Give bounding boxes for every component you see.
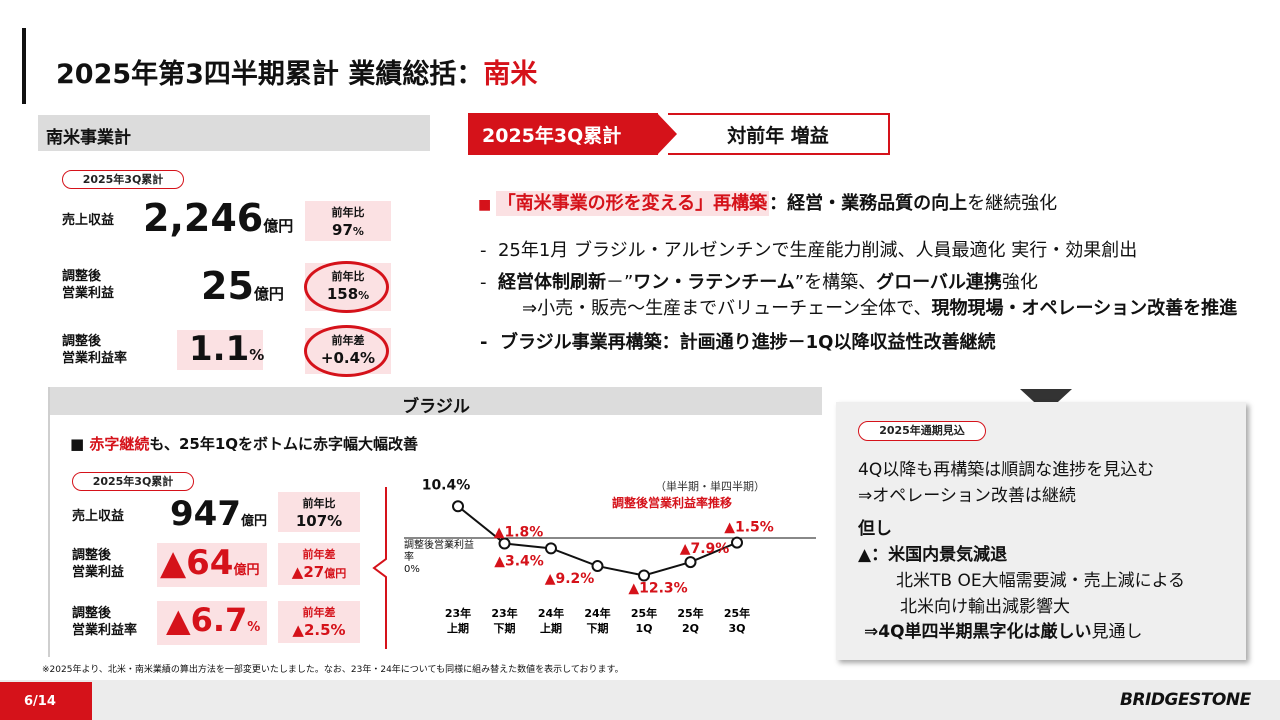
data-label: ▲1.5% <box>724 520 774 536</box>
forecast-line-1: 4Q以降も再構築は順調な進捗を見込む <box>858 460 1155 480</box>
br-sales-yoy: 前年比 107% <box>278 492 360 532</box>
data-point <box>545 542 557 555</box>
sa-op-value: 25億円 <box>201 264 284 308</box>
sa-margin-yoy-ring <box>304 325 389 377</box>
br-op-value: ▲64億円 <box>160 543 260 583</box>
brazil-bracket <box>372 487 387 649</box>
data-label: ▲9.2% <box>545 571 595 587</box>
chart-note: （単半期・単四半期） <box>655 480 765 493</box>
data-label: ▲1.8% <box>494 524 544 540</box>
br-op-yoy: 前年差 ▲27億円 <box>278 543 360 585</box>
bullet-2-sub: ⇒小売・販売～生産までバリューチェーン全体で、現物現場・オペレーション改善を推進 <box>522 298 1238 319</box>
br-margin-label: 調整後 営業利益率 <box>72 606 138 638</box>
main-bullet: ■ 「南米事業の形を変える」再構築 ：経営・業務品質の向上を継続強化 <box>478 191 1058 216</box>
brazil-section-header: ブラジル <box>50 387 822 417</box>
footnote: ※2025年より、北米・南米業績の算出方法を一部変更いたしました。なお、23年・… <box>42 665 624 675</box>
br-op-bg <box>157 543 267 587</box>
page-number: 6/14 <box>0 682 92 720</box>
x-tick-label: 上期 <box>447 621 469 635</box>
forecast-arrow <box>1020 389 1072 413</box>
sa-op-label: 調整後 営業利益 <box>62 269 115 301</box>
sa-sales-value: 2,246億円 <box>143 196 294 240</box>
sa-margin-label: 調整後 営業利益率 <box>62 334 128 366</box>
forecast-line-3: 但し <box>858 519 892 539</box>
sa-sales-label: 売上収益 <box>62 213 115 228</box>
br-margin-value: ▲6.7% <box>166 601 261 639</box>
period-badge: 2025年3Q累計 <box>468 113 658 155</box>
bullet-3: - ブラジル事業再構築：計画通り進捗－1Q以降収益性改善継続 <box>480 332 996 353</box>
sa-sales-yoy: 前年比 97% <box>305 201 391 241</box>
sa-section-header: 南米事業計 <box>38 115 430 151</box>
br-margin-yoy: 前年差 ▲2.5% <box>278 601 360 643</box>
forecast-box <box>836 402 1246 660</box>
data-label: ▲3.4% <box>494 553 544 569</box>
chart-title: 調整後営業利益率推移 <box>612 496 733 510</box>
data-label: ▲7.9% <box>680 541 730 557</box>
sa-margin-yoy: 前年差 +0.4% <box>320 334 376 367</box>
brazil-frame-line <box>48 387 50 657</box>
x-tick-label: 3Q <box>728 622 745 635</box>
x-tick-label: 23年 <box>491 606 517 620</box>
forecast-line-2: ⇒オペレーション改善は継続 <box>858 486 1076 506</box>
period-badge-arrow <box>657 113 677 155</box>
brand-logo: BRIDGESTONE <box>1120 690 1251 710</box>
x-tick-label: 25年 <box>724 606 750 620</box>
x-tick-label: 2Q <box>682 622 699 635</box>
title-accent-bar <box>22 28 26 104</box>
x-tick-label: 24年 <box>538 606 564 620</box>
forecast-line-6: 北米向け輸出減影響大 <box>900 597 1070 617</box>
forecast-line-7: ⇒4Q単四半期黒字化は厳しい見通し <box>864 622 1143 642</box>
page-title: 2025年第3四半期累計 業績総括：南米 <box>56 59 538 90</box>
x-tick-label: 25年 <box>631 606 657 620</box>
data-point <box>591 560 604 573</box>
data-point <box>452 500 464 513</box>
x-tick-label: 25年 <box>677 606 703 620</box>
br-op-label: 調整後 営業利益 <box>72 548 125 580</box>
forecast-pill: 2025年通期見込 <box>858 421 986 441</box>
br-margin-bg <box>157 601 267 645</box>
bullet-2: - 経営体制刷新－”ワン・ラテンチーム”を構築、グローバル連携強化 <box>480 272 1038 293</box>
x-tick-label: 上期 <box>540 621 562 635</box>
data-point <box>498 537 511 550</box>
bullet-1: - 25年1月 ブラジル・アルゼンチンで生産能力削減、人員最適化 実行・効果創出 <box>480 240 1138 261</box>
sa-margin-bg <box>177 330 263 370</box>
data-point <box>684 556 697 569</box>
x-tick-label: 下期 <box>494 621 516 635</box>
x-tick-label: 24年 <box>584 606 610 620</box>
line-chart: 10.4%▲1.8%▲3.4%▲9.2%▲12.3%▲7.9%▲1.5%23年上… <box>404 477 816 635</box>
sa-period-pill: 2025年3Q累計 <box>62 170 184 189</box>
br-sales-value: 947億円 <box>170 494 267 534</box>
data-point <box>731 536 743 549</box>
br-sales-label: 売上収益 <box>72 509 125 524</box>
x-tick-label: 1Q <box>635 622 652 635</box>
result-badge: 対前年 増益 <box>668 113 890 155</box>
x-tick-label: 下期 <box>587 621 609 635</box>
x-tick-label: 23年 <box>445 606 471 620</box>
sa-margin-value: 1.1% <box>189 329 265 369</box>
brazil-headline: ■ 赤字継続も、25年1Qをボトムに赤字幅大幅改善 <box>70 435 419 453</box>
footer-bar <box>0 680 1280 720</box>
sa-op-yoy: 前年比 158% <box>326 270 370 303</box>
sa-op-yoy-ring <box>304 261 389 313</box>
forecast-line-5: 北米TB OE大幅需要減・売上減による <box>896 571 1186 591</box>
data-label: 10.4% <box>422 477 471 493</box>
data-point <box>638 569 650 582</box>
chart-axis-label: 調整後営業利益率 0% <box>404 540 474 575</box>
data-label: ▲12.3% <box>628 581 687 597</box>
brazil-period-pill: 2025年3Q累計 <box>72 472 194 491</box>
forecast-line-4: ▲：米国内景気減退 <box>858 545 1008 565</box>
